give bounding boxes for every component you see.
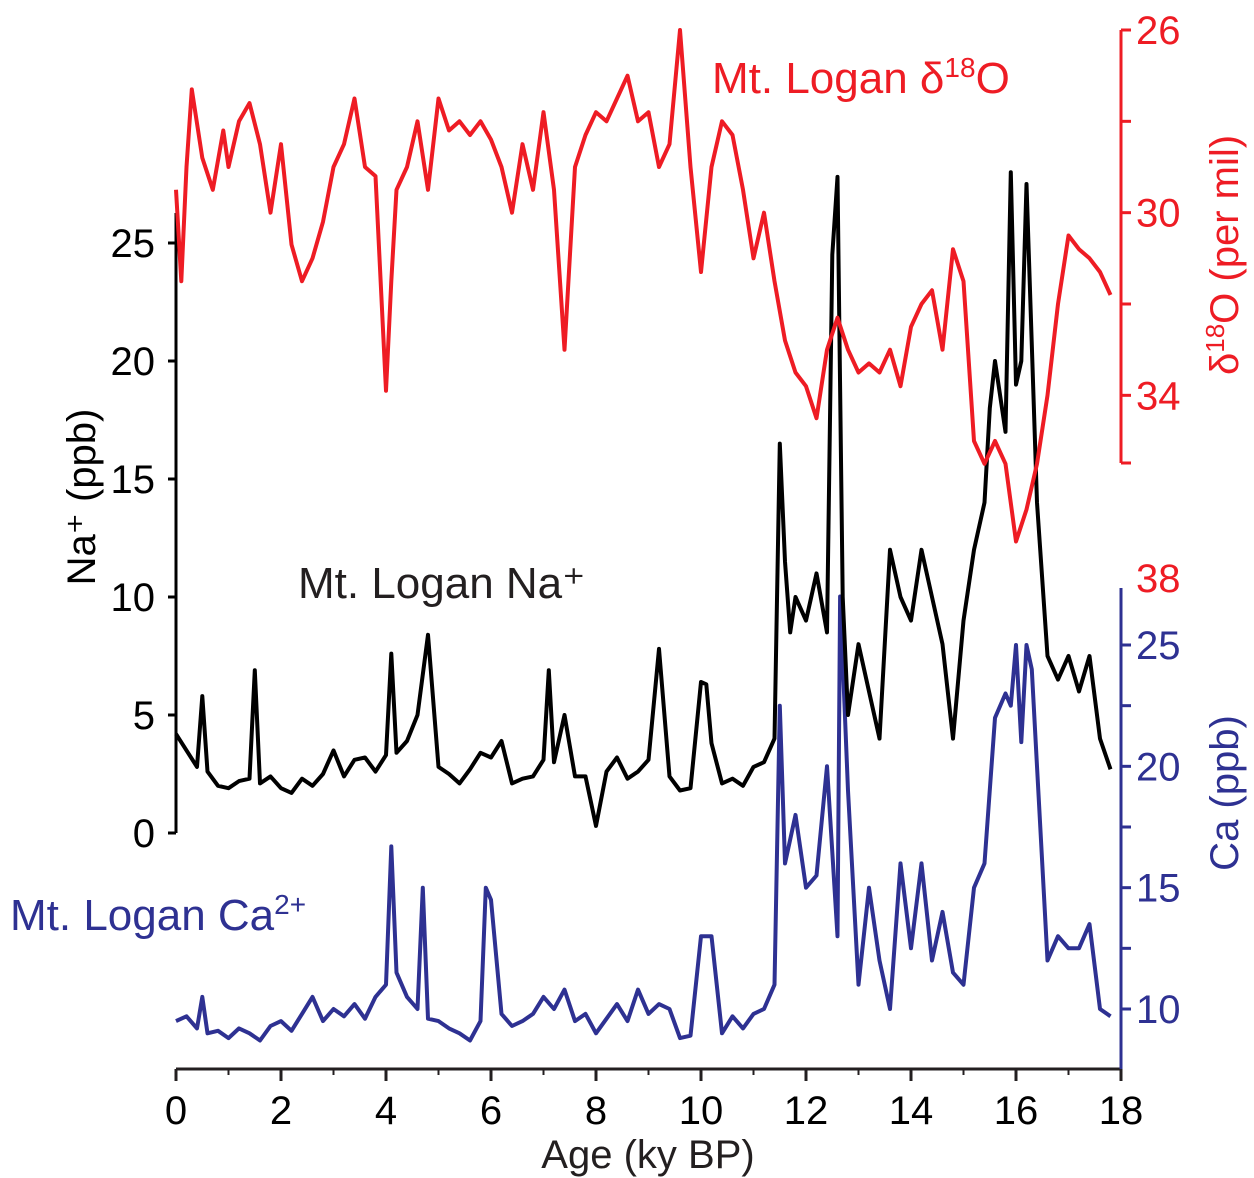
d18o-series-line: [174, 28, 1113, 544]
na-tick-label: 0: [133, 812, 155, 856]
x-tick-label: 12: [784, 1089, 829, 1133]
ca-tick-label: 25: [1136, 624, 1181, 668]
ca-axis-title: Ca (ppb): [1203, 715, 1247, 871]
na-series-label: Mt. Logan Na⁺: [298, 559, 585, 608]
d18o-series-label-pre: Mt. Logan δ: [712, 54, 944, 103]
d18o-tick-label: 26: [1136, 9, 1181, 53]
d18o-series-label: Mt. Logan δ18O: [712, 52, 1010, 103]
ca-series-label: Mt. Logan Ca2+: [10, 889, 306, 940]
x-tick-label: 18: [1099, 1089, 1144, 1133]
x-tick-label: 0: [165, 1089, 187, 1133]
ca-series-line: [175, 594, 1112, 1043]
x-axis-title: Age (ky BP): [541, 1133, 754, 1177]
d18o-series-label-post: O: [976, 54, 1010, 103]
na-tick-label: 15: [111, 458, 156, 502]
ca-tick-label: 20: [1136, 745, 1181, 789]
ca-tick-label: 10: [1136, 988, 1181, 1032]
d18o-tick-label: 38: [1136, 557, 1181, 601]
x-tick-label: 4: [375, 1089, 397, 1133]
d18o-axis-title-sup: 18: [1200, 324, 1230, 353]
na-tick-label: 5: [133, 694, 155, 738]
x-tick-label: 8: [585, 1089, 607, 1133]
d18o-axis-title: δ18O (per mil): [1200, 135, 1247, 375]
ca-series-label-pre: Mt. Logan Ca: [10, 891, 275, 940]
x-tick-label: 10: [679, 1089, 724, 1133]
na-series-line: [174, 170, 1113, 828]
x-tick-label: 6: [480, 1089, 502, 1133]
x-tick-label: 2: [270, 1089, 292, 1133]
labels-layer: Age (ky BP) Na⁺ (ppb) δ18O (per mil) Ca …: [10, 52, 1247, 1177]
d18o-tick-label: 30: [1136, 192, 1181, 236]
d18o-series-label-sup: 18: [944, 52, 975, 83]
d18o-axis-title-delta: δ: [1203, 353, 1247, 375]
d18o-tick-label: 34: [1136, 374, 1181, 418]
axes-layer: 0 2 4 6 8 10 12 14 16 18 0 5 10 15 20 25 26 30 34 38 10 15 20 2…: [111, 9, 1181, 1133]
na-tick-label: 20: [111, 340, 156, 384]
na-axis-title: Na⁺ (ppb): [60, 409, 104, 586]
d18o-axis-title-rest: O (per mil): [1203, 135, 1247, 324]
na-tick-label: 25: [111, 222, 156, 266]
na-tick-label: 10: [111, 576, 156, 620]
ca-series-label-sup: 2+: [274, 889, 306, 920]
x-tick-label: 16: [994, 1089, 1039, 1133]
ca-tick-label: 15: [1136, 867, 1181, 911]
x-tick-label: 14: [889, 1089, 934, 1133]
series-lines: [174, 28, 1113, 1043]
